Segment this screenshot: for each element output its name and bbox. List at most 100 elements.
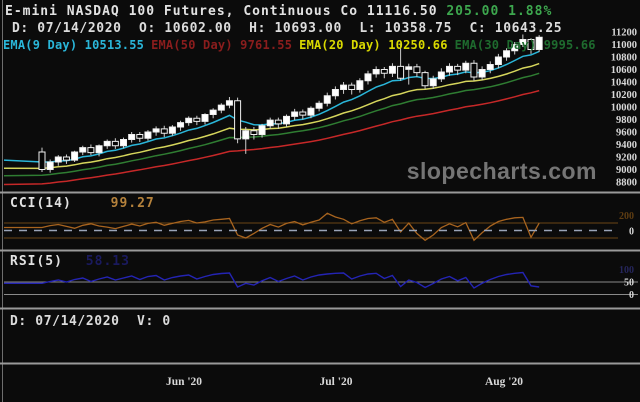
candle-up bbox=[95, 145, 103, 154]
candle-down bbox=[380, 69, 388, 74]
left-border-line bbox=[2, 0, 3, 402]
high-value: 10693.00 bbox=[274, 21, 342, 36]
candle-down bbox=[397, 65, 405, 79]
candle-up bbox=[519, 39, 527, 45]
candle-up bbox=[503, 50, 511, 58]
candle-up bbox=[486, 64, 494, 70]
candle-up bbox=[177, 122, 185, 128]
last-price: 11116.50 bbox=[366, 4, 438, 19]
footer-date: 07/14/2020 bbox=[35, 314, 120, 329]
candle-up bbox=[283, 115, 290, 125]
ema-50-line bbox=[3, 89, 540, 186]
rsi-value: 58.13 bbox=[85, 254, 130, 269]
candle-up bbox=[46, 161, 54, 170]
candle-up bbox=[462, 62, 470, 71]
ohlc-readout: D: 07/14/2020 O: 10602.00 H: 10693.00 L:… bbox=[12, 21, 562, 36]
y-axis-tick-9600: 9600 bbox=[616, 128, 637, 139]
volume-label: V: bbox=[137, 314, 154, 329]
y-axis-tick-10200: 10200 bbox=[611, 90, 637, 101]
candle-up bbox=[128, 134, 136, 140]
rsi-label: RSI(5) bbox=[10, 254, 63, 269]
rsi-header: RSI(5) 58.13 bbox=[10, 254, 130, 269]
candle-down bbox=[62, 156, 70, 161]
cci-line bbox=[4, 212, 540, 242]
candle-up bbox=[185, 117, 193, 124]
candle-up bbox=[266, 119, 274, 127]
x-axis-month-0: Jun '20 bbox=[166, 376, 202, 388]
candle-up bbox=[323, 95, 331, 104]
candle-up bbox=[356, 80, 364, 90]
candle-up bbox=[103, 140, 111, 147]
candle-up bbox=[242, 130, 250, 140]
candle-up bbox=[511, 44, 519, 52]
ema-legend-item-9: EMA(9 Day) 10513.55 bbox=[3, 38, 145, 52]
price-change-percent: 1.88% bbox=[508, 4, 553, 19]
cci-value: 99.27 bbox=[110, 196, 155, 211]
y-axis-tick-10400: 10400 bbox=[611, 78, 637, 89]
y-axis-tick-11200: 11200 bbox=[611, 28, 637, 39]
low-label: L: bbox=[359, 21, 377, 36]
x-axis-month-2: Aug '20 bbox=[485, 376, 523, 388]
x-axis-month-1: Jul '20 bbox=[320, 376, 353, 388]
price-change: 205.00 bbox=[446, 4, 500, 19]
symbol-title: E-mini NASDAQ 100 Futures, Continuous Co bbox=[5, 4, 359, 19]
slopecharts-watermark: slopecharts.com bbox=[406, 158, 597, 184]
crosshair-date: 07/14/2020 bbox=[37, 21, 122, 36]
symbol-header: E-mini NASDAQ 100 Futures, Continuous Co… bbox=[5, 4, 552, 19]
candle-up bbox=[54, 156, 62, 163]
y-axis-tick-8800: 8800 bbox=[616, 178, 637, 189]
candle-up bbox=[225, 100, 233, 106]
y-axis-tick-9200: 9200 bbox=[616, 153, 637, 164]
rsi-axis-100: 100 bbox=[619, 265, 634, 276]
close-label: C: bbox=[469, 21, 487, 36]
footer-readout: D: 07/14/2020 V: 0 bbox=[10, 314, 171, 329]
ema-30-line bbox=[3, 72, 540, 177]
open-value: 10602.00 bbox=[164, 21, 232, 36]
y-axis-tick-10000: 10000 bbox=[611, 103, 637, 114]
candle-down bbox=[160, 128, 168, 134]
candle-up bbox=[258, 125, 266, 135]
y-axis-tick-11000: 11000 bbox=[611, 40, 637, 51]
high-label: H: bbox=[249, 21, 267, 36]
candle-down bbox=[421, 72, 429, 87]
candle-up bbox=[446, 65, 453, 73]
ema-legend-item-20: EMA(20 Day) 10250.66 bbox=[299, 38, 448, 52]
ema-20-line bbox=[3, 62, 540, 170]
candle-down bbox=[274, 119, 282, 125]
candle-up bbox=[388, 65, 396, 74]
candle-down bbox=[527, 39, 535, 50]
close-value: 10643.25 bbox=[494, 21, 563, 36]
candle-up bbox=[535, 36, 543, 50]
candle-up bbox=[120, 139, 127, 147]
y-axis-tick-10600: 10600 bbox=[611, 65, 637, 76]
candle-down bbox=[136, 134, 144, 139]
cci-header: CCI(14) 99.27 bbox=[10, 196, 155, 211]
y-axis-tick-9000: 9000 bbox=[616, 165, 637, 176]
rsi-axis-50: 50 bbox=[624, 278, 634, 289]
candle-up bbox=[291, 111, 299, 117]
low-value: 10358.75 bbox=[384, 21, 453, 36]
candle-down bbox=[413, 66, 421, 74]
ema-legend: EMA(9 Day) 10513.55 EMA(50 Day) 9761.55 EM… bbox=[3, 38, 603, 52]
cci-label: CCI(14) bbox=[10, 196, 72, 211]
candle-down bbox=[234, 100, 242, 140]
candle-down bbox=[250, 130, 258, 135]
candle-up bbox=[331, 89, 339, 97]
candle-up bbox=[478, 69, 486, 78]
candle-up bbox=[315, 102, 323, 109]
candle-up bbox=[307, 107, 315, 116]
candle-up bbox=[201, 114, 209, 122]
candle-up bbox=[494, 56, 502, 65]
rsi-axis-0: 0 bbox=[629, 290, 634, 301]
candle-down bbox=[111, 140, 119, 147]
date-label: D: bbox=[12, 21, 29, 36]
y-axis-tick-9800: 9800 bbox=[616, 115, 637, 126]
candle-down bbox=[454, 65, 462, 71]
cci-axis-200: 200 bbox=[619, 211, 634, 222]
candle-up bbox=[405, 66, 413, 70]
candle-up bbox=[429, 78, 437, 87]
candle-up bbox=[437, 71, 445, 80]
footer-date-label: D: bbox=[10, 314, 27, 329]
